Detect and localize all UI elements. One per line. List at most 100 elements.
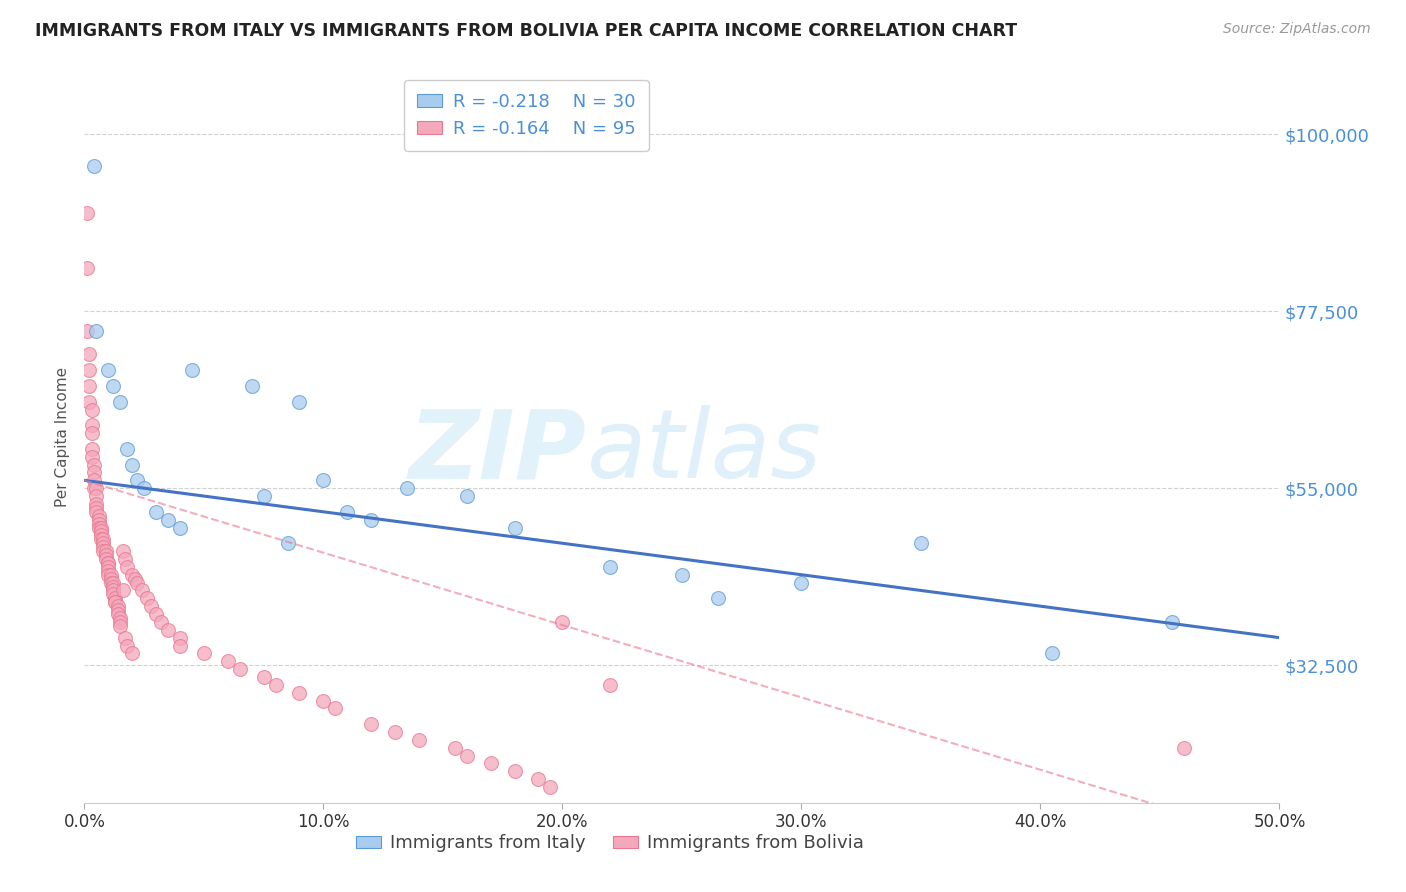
Point — [93, 540, 115, 554]
Point — [110, 394, 132, 409]
Point — [503, 764, 526, 779]
Point — [325, 701, 347, 715]
Point — [117, 639, 139, 653]
Point — [1161, 615, 1184, 629]
Point — [111, 583, 134, 598]
Point — [90, 520, 112, 534]
Point — [121, 567, 143, 582]
Point — [86, 500, 108, 515]
Point — [707, 591, 730, 606]
Y-axis label: Per Capita Income: Per Capita Income — [55, 367, 70, 508]
Point — [104, 595, 127, 609]
Point — [104, 595, 127, 609]
Point — [77, 347, 100, 361]
Point — [111, 544, 134, 558]
Point — [193, 646, 215, 660]
Point — [104, 591, 127, 606]
Point — [124, 572, 146, 586]
Point — [110, 611, 132, 625]
Point — [101, 379, 124, 393]
Point — [288, 686, 311, 700]
Point — [527, 772, 550, 787]
Point — [125, 473, 148, 487]
Point — [360, 717, 382, 731]
Point — [121, 458, 143, 472]
Point — [125, 575, 148, 590]
Point — [83, 481, 105, 495]
Point — [132, 481, 156, 495]
Point — [83, 466, 105, 480]
Point — [100, 567, 122, 582]
Point — [90, 528, 112, 542]
Point — [169, 520, 191, 534]
Point — [101, 587, 124, 601]
Point — [77, 394, 100, 409]
Legend: Immigrants from Italy, Immigrants from Bolivia: Immigrants from Italy, Immigrants from B… — [349, 827, 872, 860]
Point — [93, 533, 115, 547]
Point — [90, 533, 112, 547]
Point — [117, 559, 139, 574]
Point — [1173, 740, 1195, 755]
Point — [277, 536, 299, 550]
Point — [217, 654, 239, 668]
Text: atlas: atlas — [586, 405, 821, 499]
Point — [444, 740, 467, 755]
Point — [671, 567, 693, 582]
Point — [83, 159, 105, 173]
Point — [396, 481, 419, 495]
Point — [94, 548, 117, 562]
Point — [157, 513, 180, 527]
Point — [80, 418, 103, 433]
Point — [141, 599, 163, 614]
Text: Source: ZipAtlas.com: Source: ZipAtlas.com — [1223, 22, 1371, 37]
Point — [97, 559, 120, 574]
Point — [479, 756, 502, 771]
Point — [77, 363, 100, 377]
Point — [288, 394, 311, 409]
Point — [253, 489, 276, 503]
Point — [97, 567, 120, 582]
Point — [599, 678, 621, 692]
Point — [540, 780, 562, 794]
Point — [100, 575, 122, 590]
Point — [240, 379, 263, 393]
Point — [121, 646, 143, 660]
Point — [229, 662, 252, 676]
Point — [93, 544, 115, 558]
Text: ZIP: ZIP — [408, 405, 586, 499]
Point — [264, 678, 287, 692]
Point — [97, 363, 120, 377]
Point — [94, 544, 117, 558]
Point — [86, 497, 108, 511]
Point — [101, 583, 124, 598]
Point — [253, 670, 276, 684]
Point — [94, 552, 117, 566]
Point — [145, 505, 167, 519]
Point — [169, 639, 191, 653]
Point — [114, 552, 136, 566]
Point — [87, 508, 110, 523]
Point — [80, 442, 103, 456]
Point — [77, 379, 100, 393]
Point — [76, 206, 98, 220]
Point — [384, 725, 406, 739]
Point — [145, 607, 167, 621]
Point — [87, 516, 110, 531]
Point — [80, 426, 103, 441]
Point — [1042, 646, 1064, 660]
Point — [93, 536, 115, 550]
Point — [456, 489, 478, 503]
Point — [336, 505, 359, 519]
Point — [114, 631, 136, 645]
Point — [80, 450, 103, 464]
Point — [100, 572, 122, 586]
Point — [83, 473, 105, 487]
Point — [599, 559, 621, 574]
Point — [87, 513, 110, 527]
Point — [86, 505, 108, 519]
Point — [97, 556, 120, 570]
Point — [169, 631, 191, 645]
Point — [360, 513, 382, 527]
Point — [110, 615, 132, 629]
Point — [181, 363, 204, 377]
